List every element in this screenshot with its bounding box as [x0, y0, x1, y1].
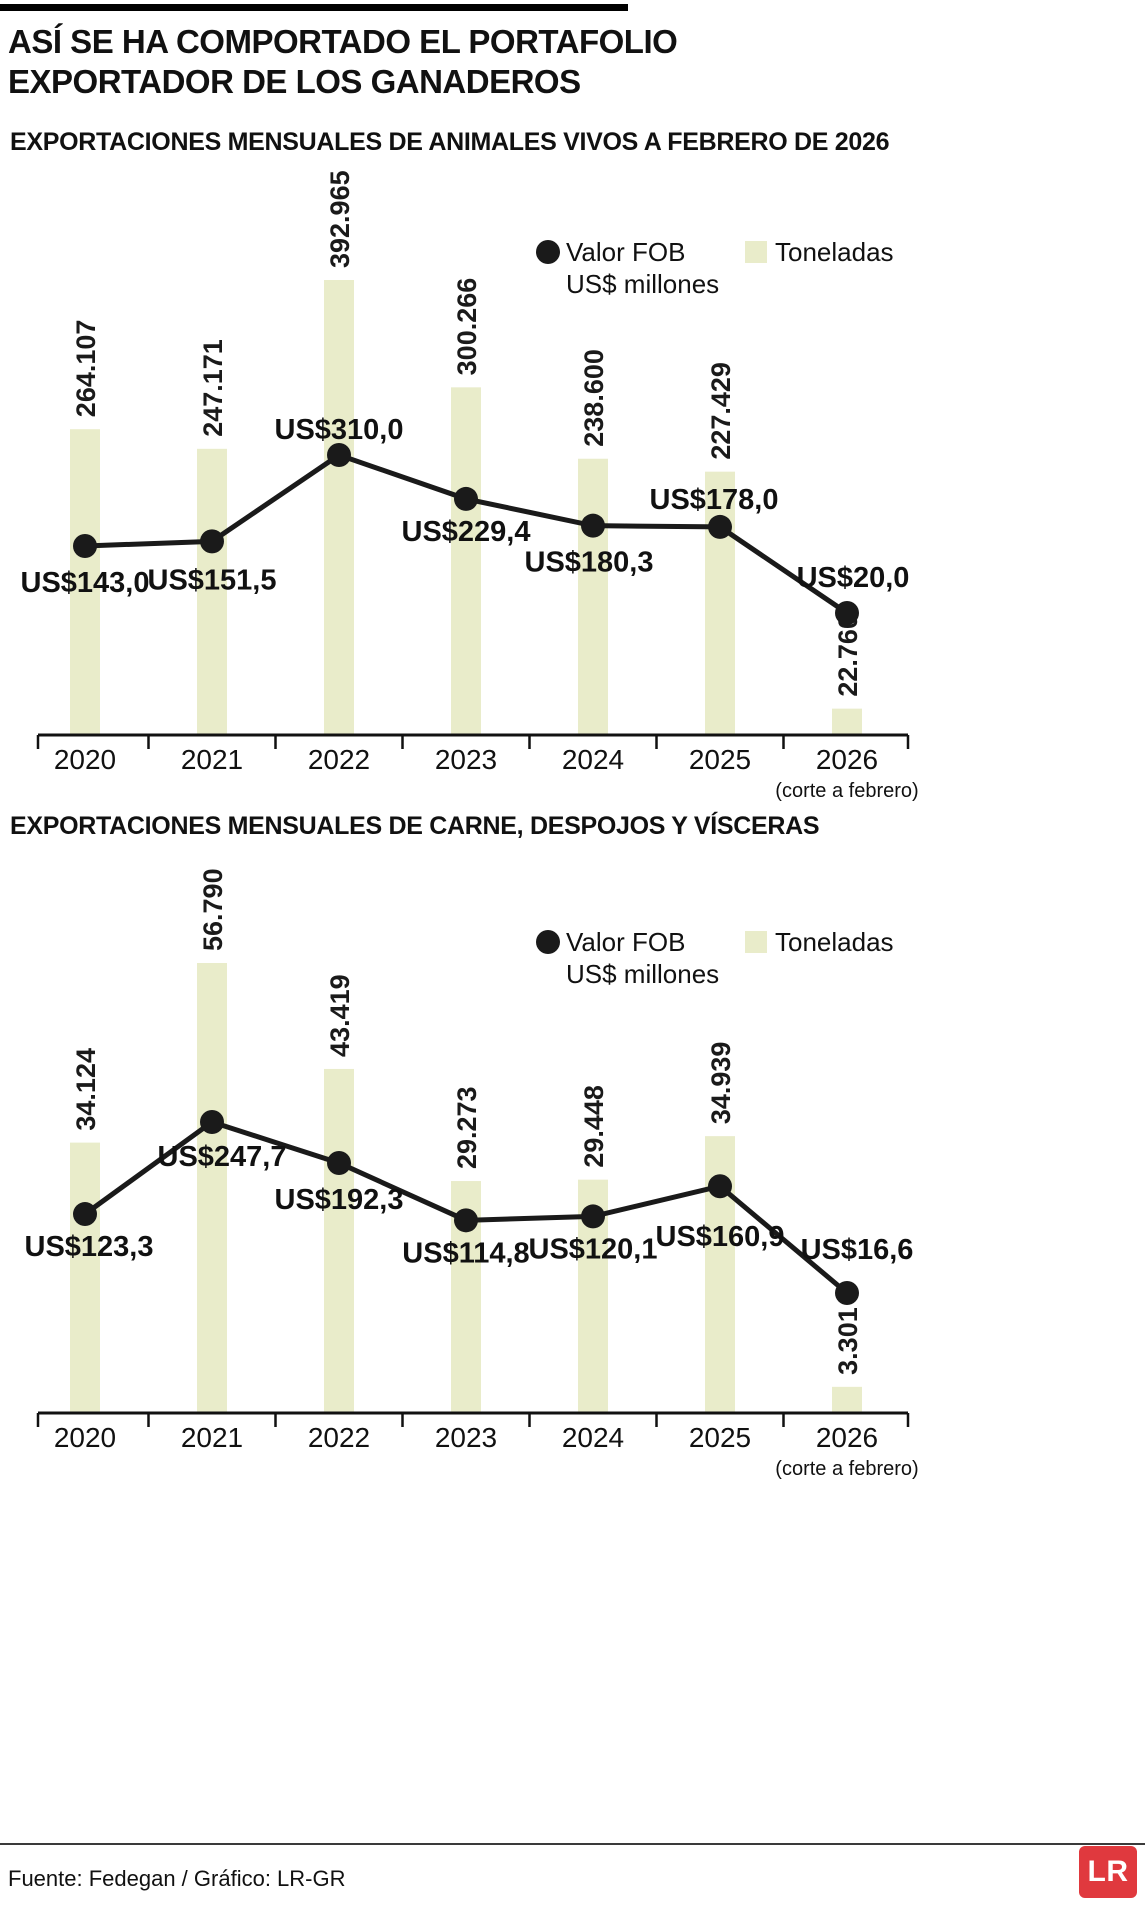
legend-fob-label: Valor FOB — [566, 927, 685, 957]
fob-point — [581, 1204, 605, 1229]
fob-point — [708, 1174, 732, 1199]
tons-value-label: 29.273 — [452, 1086, 482, 1169]
top-rule — [0, 4, 628, 11]
fob-point — [200, 1110, 224, 1134]
footer-rule — [0, 1843, 1145, 1845]
fob-point — [835, 601, 859, 625]
fob-point — [73, 533, 97, 558]
fob-point — [200, 529, 224, 554]
year-label: 2021 — [181, 1422, 243, 1453]
tons-bar — [832, 1386, 862, 1413]
year-label: 2023 — [435, 744, 497, 775]
tons-bar — [70, 1142, 100, 1413]
year-label: 2024 — [562, 1422, 624, 1453]
fob-point — [454, 486, 478, 511]
legend-fob-label: Valor FOB — [566, 237, 685, 267]
fob-value-label: US$310,0 — [275, 414, 404, 446]
fob-value-label: US$192,3 — [275, 1184, 404, 1216]
year-label: 2023 — [435, 1422, 497, 1453]
chart1-subtitle: EXPORTACIONES MENSUALES DE ANIMALES VIVO… — [10, 128, 890, 156]
legend-fob-label-line2: US$ millones — [566, 959, 719, 989]
animals-chart: 264.107 247.171 392.965 300.266 238.600 227.4… — [21, 170, 919, 802]
legend-fob-dot-icon — [536, 240, 560, 264]
year-label: 2026 — [816, 744, 878, 775]
fob-value-label: US$180,3 — [525, 547, 654, 579]
tons-value-label: 29.448 — [579, 1085, 609, 1168]
tons-value-label: 247.171 — [198, 339, 228, 437]
fob-value-label: US$123,3 — [25, 1231, 154, 1263]
meat-chart: 34.124 56.790 43.419 29.273 29.448 34.939 3.30… — [25, 868, 919, 1480]
fob-value-label: US$20,0 — [797, 562, 910, 594]
page-title: ASÍ SE HA COMPORTADO EL PORTAFOLIO EXPOR… — [8, 23, 678, 101]
tons-value-label: 392.965 — [325, 170, 355, 268]
legend-fob-label-line2: US$ millones — [566, 269, 719, 299]
tons-value-label: 22.760 — [833, 614, 863, 697]
fob-value-label: US$120,1 — [529, 1233, 658, 1265]
legend-tons-label: Toneladas — [775, 927, 894, 957]
legend-tons-label: Toneladas — [775, 237, 894, 267]
lr-logo: LR — [1079, 1846, 1137, 1898]
axis-note: (corte a febrero) — [775, 1458, 918, 1480]
tons-bar — [324, 280, 354, 735]
fob-point — [581, 513, 605, 538]
year-label: 2025 — [689, 744, 751, 775]
year-label: 2025 — [689, 1422, 751, 1453]
tons-bar — [197, 963, 227, 1413]
year-label: 2020 — [54, 744, 116, 775]
tons-value-label: 43.419 — [325, 974, 355, 1057]
fob-point — [454, 1208, 478, 1233]
fob-value-label: US$143,0 — [21, 567, 150, 599]
fob-point — [73, 1202, 97, 1227]
fob-point — [327, 1150, 351, 1175]
fob-value-label: US$247,7 — [158, 1141, 287, 1173]
fob-value-label: US$114,8 — [402, 1237, 529, 1269]
fob-value-label: US$178,0 — [650, 484, 779, 516]
fob-value-label: US$160,9 — [656, 1221, 785, 1253]
year-label: 2020 — [54, 1422, 116, 1453]
fob-point — [327, 443, 351, 467]
fob-value-label: US$229,4 — [402, 516, 531, 548]
fob-point — [708, 514, 732, 539]
legend-tons-swatch-icon — [745, 931, 767, 953]
chart2-subtitle: EXPORTACIONES MENSUALES DE CARNE, DESPOJ… — [10, 812, 820, 840]
tons-value-label: 34.939 — [706, 1042, 736, 1125]
fob-point — [835, 1281, 859, 1305]
fob-value-label: US$16,6 — [801, 1234, 914, 1266]
year-label: 2022 — [308, 1422, 370, 1453]
year-label: 2021 — [181, 744, 243, 775]
year-label: 2026 — [816, 1422, 878, 1453]
tons-value-label: 300.266 — [452, 278, 482, 376]
tons-bar — [70, 429, 100, 735]
tons-bar — [324, 1068, 354, 1413]
tons-value-label: 3.301 — [833, 1307, 863, 1375]
tons-value-label: 264.107 — [71, 320, 101, 418]
tons-bar — [578, 458, 608, 735]
legend-fob-dot-icon — [536, 930, 560, 954]
legend-tons-swatch-icon — [745, 241, 767, 263]
axis-note: (corte a febrero) — [775, 780, 918, 802]
tons-value-label: 227.429 — [706, 362, 736, 460]
fob-value-label: US$151,5 — [148, 564, 277, 596]
tons-bar — [832, 708, 862, 735]
tons-bar — [451, 387, 481, 735]
year-label: 2024 — [562, 744, 624, 775]
source-credit: Fuente: Fedegan / Gráfico: LR-GR — [8, 1866, 346, 1891]
year-label: 2022 — [308, 744, 370, 775]
tons-value-label: 56.790 — [198, 868, 228, 951]
tons-value-label: 34.124 — [71, 1048, 101, 1131]
tons-value-label: 238.600 — [579, 349, 609, 447]
tons-bar — [197, 448, 227, 735]
